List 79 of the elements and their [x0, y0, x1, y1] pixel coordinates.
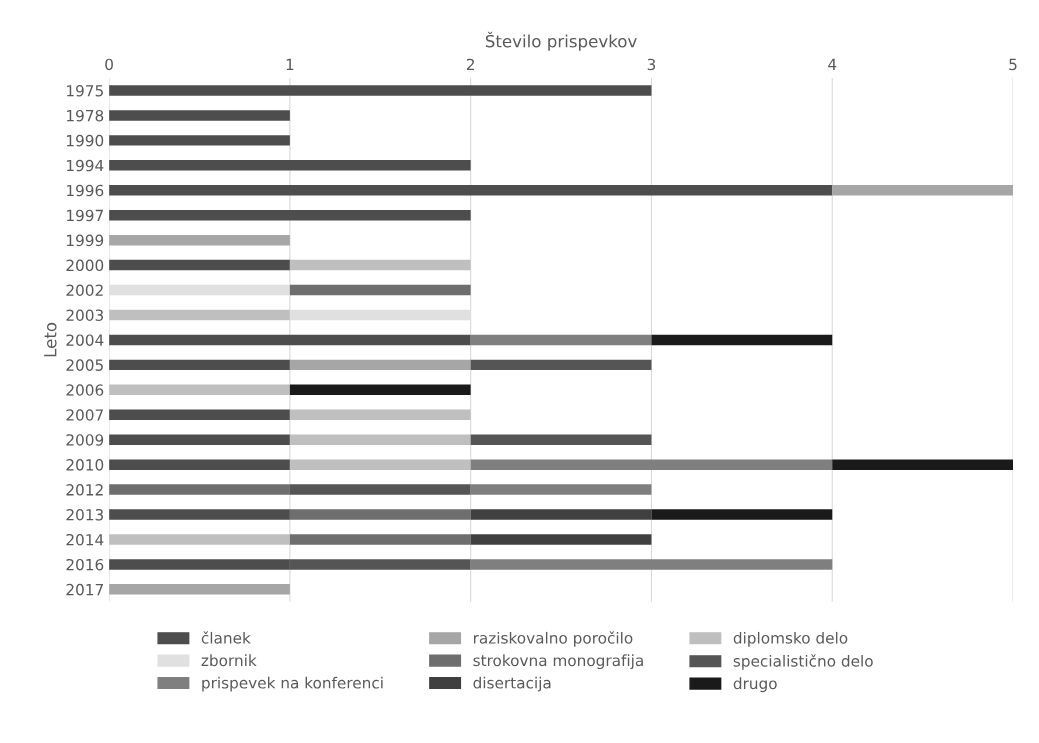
x-tick-label: 3	[647, 58, 656, 71]
x-tick-label: 4	[828, 58, 837, 70]
bar	[109, 85, 652, 96]
y-tick-label: 2002	[66, 284, 103, 297]
bar	[109, 185, 833, 196]
bar	[109, 459, 290, 470]
bar	[109, 584, 290, 595]
y-tick-label: 2006	[66, 384, 104, 396]
y-tick-label: 1975	[67, 84, 103, 97]
bar	[109, 359, 290, 371]
bar	[109, 434, 290, 445]
bar	[109, 534, 290, 545]
x-tick-label: 5	[1009, 58, 1017, 71]
bar	[470, 534, 652, 545]
bar	[470, 509, 652, 520]
legend-label: prispevek na konferenci	[202, 676, 383, 692]
x-axis-title: Število prispevkov	[485, 31, 637, 51]
bar	[470, 359, 652, 371]
legend-label: diplomsko delo	[733, 631, 848, 647]
bar	[470, 484, 652, 495]
legend-label: disertacija	[473, 676, 551, 692]
y-tick-label: 2014	[66, 533, 104, 546]
legend-label: specialistično delo	[733, 654, 873, 670]
y-tick-label: 2012	[66, 484, 103, 496]
y-tick-label: 2009	[66, 434, 104, 446]
bar	[289, 459, 471, 470]
y-tick-label: 1978	[67, 109, 104, 122]
y-tick-label: 1996	[67, 184, 104, 197]
bar	[109, 110, 290, 121]
bar	[109, 209, 471, 221]
y-axis-title: Leto	[44, 322, 57, 357]
x-tick-label: 2	[466, 58, 474, 70]
bar	[470, 559, 833, 570]
bar	[289, 359, 471, 371]
y-tick-label: 2010	[66, 459, 104, 471]
bar	[109, 259, 290, 271]
y-tick-label: 2016	[66, 558, 104, 571]
y-tick-label: 2000	[66, 259, 104, 272]
y-tick-label: 1990	[67, 134, 104, 147]
bar	[289, 484, 471, 495]
bar	[470, 334, 652, 346]
legend-label: strokovna monografija	[473, 654, 643, 670]
bar	[289, 509, 471, 520]
bar	[109, 234, 290, 246]
bar	[470, 434, 652, 445]
bar	[109, 160, 471, 171]
bar	[109, 409, 290, 420]
legend-label: zbornik	[201, 654, 257, 667]
bar	[289, 284, 471, 296]
bar	[109, 384, 290, 396]
bar	[109, 309, 290, 321]
y-tick-label: 2007	[66, 409, 103, 421]
bar	[470, 459, 833, 470]
bar	[289, 384, 471, 396]
y-tick-label: 2013	[66, 508, 104, 521]
bar	[289, 534, 471, 545]
y-tick-label: 1997	[67, 209, 103, 222]
bar	[109, 484, 290, 495]
bar	[832, 185, 1014, 196]
y-tick-label: 1994	[67, 159, 104, 172]
x-tick-label: 1	[286, 58, 294, 70]
y-tick-label: 2003	[66, 309, 104, 321]
bar	[651, 509, 833, 520]
y-tick-label: 2017	[66, 583, 103, 596]
legend-label: raziskovalno poročilo	[474, 631, 633, 647]
bar	[832, 459, 1014, 470]
legend-label: drugo	[733, 677, 777, 693]
bar	[109, 334, 471, 346]
y-tick-label: 1999	[67, 234, 104, 247]
y-tick-label: 2005	[66, 359, 103, 371]
bar	[651, 334, 833, 346]
x-tick-label: 0	[105, 58, 113, 71]
bar	[109, 135, 290, 146]
legend-label: članek	[201, 631, 251, 644]
bar	[289, 434, 471, 445]
y-tick-label: 2004	[66, 334, 104, 346]
bar	[109, 509, 290, 520]
bar	[289, 409, 471, 420]
bar	[289, 259, 471, 271]
